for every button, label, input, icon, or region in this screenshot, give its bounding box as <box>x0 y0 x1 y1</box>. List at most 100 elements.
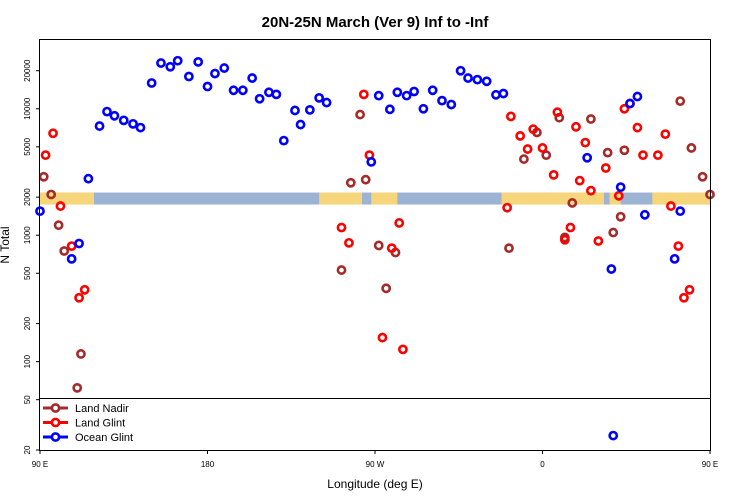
ocean-glint-point <box>156 58 166 68</box>
land-glint-point <box>336 222 347 233</box>
ocean-glint-point <box>384 104 395 115</box>
land-glint-point <box>344 237 354 248</box>
ocean-glint-point <box>128 118 138 129</box>
ocean-glint-point <box>278 135 289 146</box>
ocean-glint-point <box>193 56 204 67</box>
land-glint-point <box>358 89 369 100</box>
land-glint-point <box>666 201 676 211</box>
ocean-glint-point <box>582 152 593 163</box>
land-glint-point <box>613 190 624 201</box>
land-nadir-point <box>541 150 552 161</box>
land-nadir-point <box>46 189 57 200</box>
land-glint-point <box>548 169 559 180</box>
land-nadir-point <box>53 220 64 231</box>
y-tick-label: 500 <box>23 266 32 280</box>
land-glint-point <box>537 143 548 153</box>
land-nadir-point <box>567 198 578 208</box>
ocean-glint-point <box>74 238 84 249</box>
ocean-glint-point <box>290 105 300 116</box>
land-glint-point <box>559 234 570 245</box>
land-glint-point <box>684 284 695 295</box>
land-nadir-point <box>336 265 347 275</box>
ocean-glint-legend-marker <box>50 432 61 442</box>
ocean-glint-point <box>632 91 643 102</box>
ocean-glint-point <box>165 61 176 72</box>
land-nadir-point <box>619 145 630 156</box>
y-tick-label: 50 <box>23 395 32 404</box>
land-nadir-point <box>518 154 529 164</box>
land-nadir-point <box>615 211 626 222</box>
ocean-glint-point <box>481 76 492 87</box>
ocean-glint-point <box>427 85 438 96</box>
land-glint-point <box>398 344 408 355</box>
land-glint-point <box>552 107 563 118</box>
land-glint-point <box>673 241 684 252</box>
ocean-glint-point <box>118 115 129 126</box>
ocean-glint-point <box>247 73 258 83</box>
ocean-glint-point <box>295 119 306 130</box>
land-glint-point <box>632 122 643 133</box>
ocean-glint-point <box>271 89 282 100</box>
ocean-glint-point <box>639 209 650 220</box>
ocean-glint-point <box>392 87 403 98</box>
land-glint-point <box>619 103 630 114</box>
land-patch <box>319 192 362 205</box>
ocean-glint-point <box>314 92 325 103</box>
ocean-glint-point <box>463 73 473 83</box>
x-tick-label: 0 <box>540 460 545 469</box>
ocean-glint-point <box>135 122 146 133</box>
land-glint-point <box>580 137 591 148</box>
ocean-glint-point <box>237 85 248 96</box>
ocean-glint-legend-label: Ocean Glint <box>75 432 133 444</box>
ocean-glint-point <box>219 63 230 73</box>
land-nadir-point <box>72 382 83 393</box>
y-axis-label: N Total <box>0 226 12 263</box>
y-tick-label: 20000 <box>23 59 32 82</box>
land-nadir-point <box>355 109 366 120</box>
land-glint-point <box>386 243 397 254</box>
land-glint-legend-marker <box>50 417 61 428</box>
land-glint-point <box>638 150 648 161</box>
land-glint-point <box>48 128 58 139</box>
land-glint-point <box>40 150 51 161</box>
ocean-glint-point <box>669 253 680 264</box>
land-glint-point <box>585 185 596 196</box>
ocean-glint-point <box>366 157 377 167</box>
land-glint-point <box>66 241 77 252</box>
axis-ticks: 90 E 180 90 W 0 90 E205010020050010002000500… <box>23 59 718 469</box>
y-tick-label: 20 <box>23 445 32 454</box>
land-glint-point <box>74 292 84 303</box>
ocean-glint-point <box>109 110 120 121</box>
ocean-glint-point <box>304 104 315 115</box>
land-glint-point <box>679 292 689 303</box>
land-glint-point <box>394 218 405 228</box>
ocean-glint-point <box>321 97 332 108</box>
land-nadir-point <box>602 147 613 158</box>
land-nadir-point <box>373 240 384 251</box>
y-tick-label: 1000 <box>23 226 32 244</box>
land-nadir-point <box>381 283 392 294</box>
x-tick-label: 90 E <box>702 460 718 469</box>
land-nadir-point <box>686 143 697 153</box>
ocean-glint-point <box>254 93 265 104</box>
ocean-glint-point <box>210 68 220 79</box>
land-nadir-point <box>504 243 514 254</box>
ocean-glint-point <box>472 74 483 85</box>
ocean-glint-point <box>608 430 619 441</box>
land-glint-point <box>565 222 576 233</box>
data-points <box>35 55 715 441</box>
ocean-glint-point <box>606 264 617 274</box>
chart-title: 20N-25N March (Ver 9) Inf to -Inf <box>262 14 490 31</box>
ocean-glint-point <box>615 182 626 193</box>
land-glint-point <box>593 236 604 246</box>
ocean-glint-point <box>146 78 157 88</box>
ocean-glint-point <box>83 173 94 184</box>
land-nadir-point <box>38 171 49 182</box>
land-nadir-point <box>76 349 86 359</box>
land-patch <box>501 192 604 205</box>
ocean-glint-point <box>66 253 77 264</box>
land-glint-point <box>55 201 66 211</box>
land-glint-point <box>660 129 671 140</box>
land-nadir-legend-marker <box>50 403 61 413</box>
